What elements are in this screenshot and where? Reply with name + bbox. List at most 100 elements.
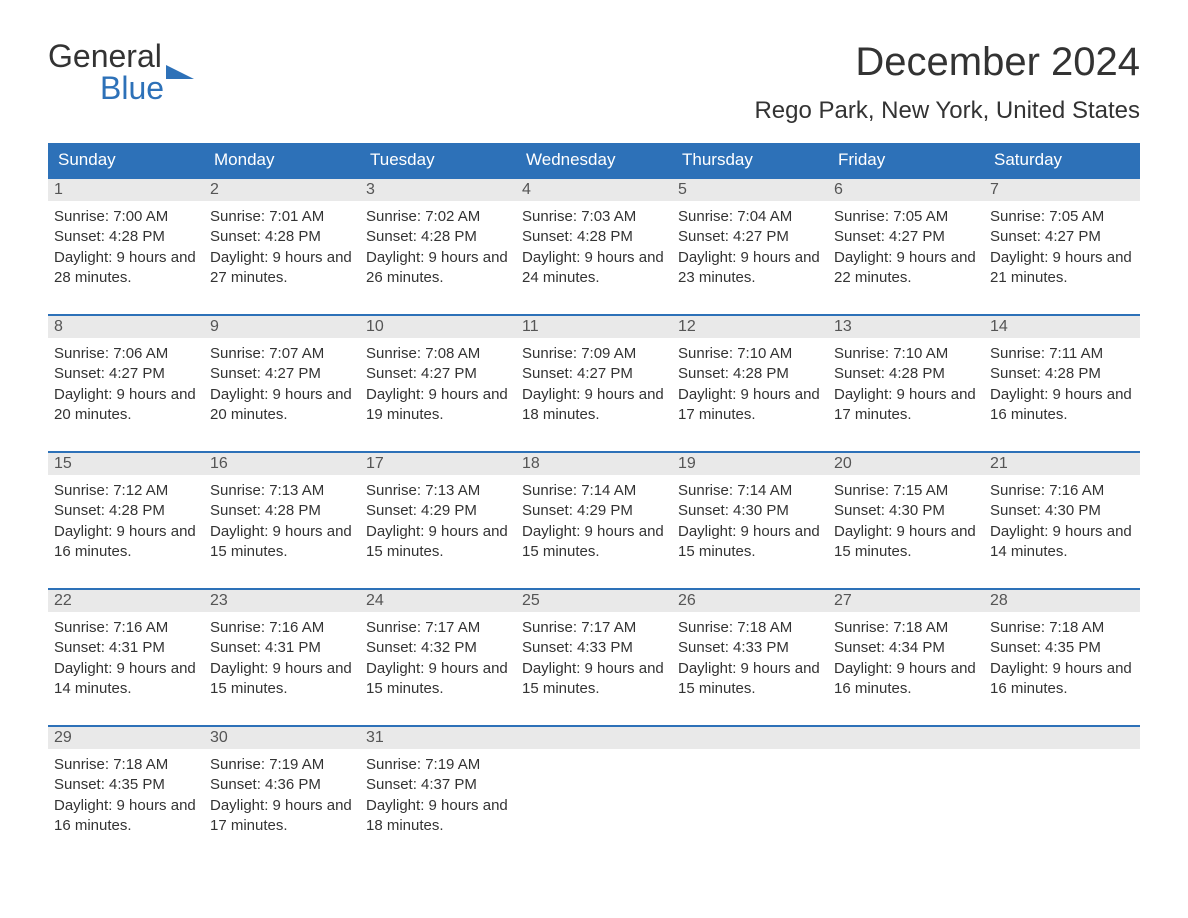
day-number: 20 (828, 453, 984, 475)
day-number: 18 (516, 453, 672, 475)
day-cell: 22Sunrise: 7:16 AMSunset: 4:31 PMDayligh… (48, 590, 204, 707)
day-body: Sunrise: 7:19 AMSunset: 4:37 PMDaylight:… (360, 749, 516, 844)
day-body: Sunrise: 7:18 AMSunset: 4:35 PMDaylight:… (48, 749, 204, 844)
weeks-container: 1Sunrise: 7:00 AMSunset: 4:28 PMDaylight… (48, 177, 1140, 844)
daylight-text: Daylight: 9 hours and 15 minutes. (678, 659, 822, 700)
daylight-text: Daylight: 9 hours and 15 minutes. (522, 659, 666, 700)
day-cell: 17Sunrise: 7:13 AMSunset: 4:29 PMDayligh… (360, 453, 516, 570)
daylight-text: Daylight: 9 hours and 15 minutes. (678, 522, 822, 563)
daylight-text: Daylight: 9 hours and 20 minutes. (210, 385, 354, 426)
daylight-text: Daylight: 9 hours and 22 minutes. (834, 248, 978, 289)
day-cell: 12Sunrise: 7:10 AMSunset: 4:28 PMDayligh… (672, 316, 828, 433)
day-cell: 3Sunrise: 7:02 AMSunset: 4:28 PMDaylight… (360, 179, 516, 296)
week-row: 22Sunrise: 7:16 AMSunset: 4:31 PMDayligh… (48, 588, 1140, 707)
sunset-text: Sunset: 4:27 PM (366, 364, 510, 384)
sunset-text: Sunset: 4:28 PM (54, 227, 198, 247)
sunrise-text: Sunrise: 7:18 AM (834, 618, 978, 638)
day-cell: 27Sunrise: 7:18 AMSunset: 4:34 PMDayligh… (828, 590, 984, 707)
daylight-text: Daylight: 9 hours and 17 minutes. (834, 385, 978, 426)
sunset-text: Sunset: 4:28 PM (834, 364, 978, 384)
daylight-text: Daylight: 9 hours and 18 minutes. (366, 796, 510, 837)
sunset-text: Sunset: 4:28 PM (522, 227, 666, 247)
daylight-text: Daylight: 9 hours and 16 minutes. (54, 796, 198, 837)
day-number: 19 (672, 453, 828, 475)
logo-top-line: General (48, 40, 194, 72)
sunset-text: Sunset: 4:29 PM (522, 501, 666, 521)
day-body: Sunrise: 7:15 AMSunset: 4:30 PMDaylight:… (828, 475, 984, 570)
day-body (984, 749, 1140, 763)
logo: General Blue (48, 40, 194, 104)
day-cell: 28Sunrise: 7:18 AMSunset: 4:35 PMDayligh… (984, 590, 1140, 707)
daylight-text: Daylight: 9 hours and 14 minutes. (54, 659, 198, 700)
sunrise-text: Sunrise: 7:10 AM (834, 344, 978, 364)
day-cell: 29Sunrise: 7:18 AMSunset: 4:35 PMDayligh… (48, 727, 204, 844)
daylight-text: Daylight: 9 hours and 17 minutes. (210, 796, 354, 837)
day-body (516, 749, 672, 763)
daylight-text: Daylight: 9 hours and 16 minutes. (990, 659, 1134, 700)
day-number: 30 (204, 727, 360, 749)
daylight-text: Daylight: 9 hours and 18 minutes. (522, 385, 666, 426)
calendar: Sunday Monday Tuesday Wednesday Thursday… (48, 143, 1140, 844)
day-body: Sunrise: 7:17 AMSunset: 4:32 PMDaylight:… (360, 612, 516, 707)
sunset-text: Sunset: 4:28 PM (210, 227, 354, 247)
day-cell: 23Sunrise: 7:16 AMSunset: 4:31 PMDayligh… (204, 590, 360, 707)
day-number: 14 (984, 316, 1140, 338)
day-number: 1 (48, 179, 204, 201)
dow-thursday: Thursday (672, 143, 828, 177)
daylight-text: Daylight: 9 hours and 15 minutes. (834, 522, 978, 563)
sunset-text: Sunset: 4:27 PM (990, 227, 1134, 247)
day-number: 11 (516, 316, 672, 338)
day-number: 21 (984, 453, 1140, 475)
title-block: December 2024 Rego Park, New York, Unite… (754, 40, 1140, 135)
day-number: 29 (48, 727, 204, 749)
day-body: Sunrise: 7:10 AMSunset: 4:28 PMDaylight:… (672, 338, 828, 433)
dow-tuesday: Tuesday (360, 143, 516, 177)
day-cell: 11Sunrise: 7:09 AMSunset: 4:27 PMDayligh… (516, 316, 672, 433)
day-number: 6 (828, 179, 984, 201)
day-body: Sunrise: 7:13 AMSunset: 4:29 PMDaylight:… (360, 475, 516, 570)
day-body: Sunrise: 7:10 AMSunset: 4:28 PMDaylight:… (828, 338, 984, 433)
day-body: Sunrise: 7:16 AMSunset: 4:30 PMDaylight:… (984, 475, 1140, 570)
sunset-text: Sunset: 4:28 PM (54, 501, 198, 521)
day-cell: 21Sunrise: 7:16 AMSunset: 4:30 PMDayligh… (984, 453, 1140, 570)
day-body: Sunrise: 7:03 AMSunset: 4:28 PMDaylight:… (516, 201, 672, 296)
week-row: 29Sunrise: 7:18 AMSunset: 4:35 PMDayligh… (48, 725, 1140, 844)
day-body: Sunrise: 7:08 AMSunset: 4:27 PMDaylight:… (360, 338, 516, 433)
daylight-text: Daylight: 9 hours and 24 minutes. (522, 248, 666, 289)
day-body: Sunrise: 7:18 AMSunset: 4:33 PMDaylight:… (672, 612, 828, 707)
day-body (828, 749, 984, 763)
sunrise-text: Sunrise: 7:18 AM (54, 755, 198, 775)
day-cell: 10Sunrise: 7:08 AMSunset: 4:27 PMDayligh… (360, 316, 516, 433)
daylight-text: Daylight: 9 hours and 14 minutes. (990, 522, 1134, 563)
sunset-text: Sunset: 4:28 PM (678, 364, 822, 384)
day-cell: 16Sunrise: 7:13 AMSunset: 4:28 PMDayligh… (204, 453, 360, 570)
day-cell: 9Sunrise: 7:07 AMSunset: 4:27 PMDaylight… (204, 316, 360, 433)
sunset-text: Sunset: 4:27 PM (210, 364, 354, 384)
day-number: 28 (984, 590, 1140, 612)
sunrise-text: Sunrise: 7:18 AM (990, 618, 1134, 638)
day-cell (984, 727, 1140, 844)
sunrise-text: Sunrise: 7:17 AM (366, 618, 510, 638)
day-number: 23 (204, 590, 360, 612)
sunrise-text: Sunrise: 7:01 AM (210, 207, 354, 227)
day-cell: 8Sunrise: 7:06 AMSunset: 4:27 PMDaylight… (48, 316, 204, 433)
logo-word-1: General (48, 40, 162, 72)
daylight-text: Daylight: 9 hours and 26 minutes. (366, 248, 510, 289)
day-number: 13 (828, 316, 984, 338)
sunrise-text: Sunrise: 7:14 AM (522, 481, 666, 501)
day-body: Sunrise: 7:14 AMSunset: 4:30 PMDaylight:… (672, 475, 828, 570)
day-number: 8 (48, 316, 204, 338)
day-body: Sunrise: 7:16 AMSunset: 4:31 PMDaylight:… (204, 612, 360, 707)
sunrise-text: Sunrise: 7:18 AM (678, 618, 822, 638)
daylight-text: Daylight: 9 hours and 15 minutes. (210, 659, 354, 700)
day-cell (672, 727, 828, 844)
day-number: 26 (672, 590, 828, 612)
dow-wednesday: Wednesday (516, 143, 672, 177)
day-body: Sunrise: 7:09 AMSunset: 4:27 PMDaylight:… (516, 338, 672, 433)
daylight-text: Daylight: 9 hours and 19 minutes. (366, 385, 510, 426)
day-number: 4 (516, 179, 672, 201)
day-number: 7 (984, 179, 1140, 201)
daylight-text: Daylight: 9 hours and 15 minutes. (366, 522, 510, 563)
logo-flag-icon (166, 52, 194, 72)
title-location: Rego Park, New York, United States (754, 97, 1140, 125)
